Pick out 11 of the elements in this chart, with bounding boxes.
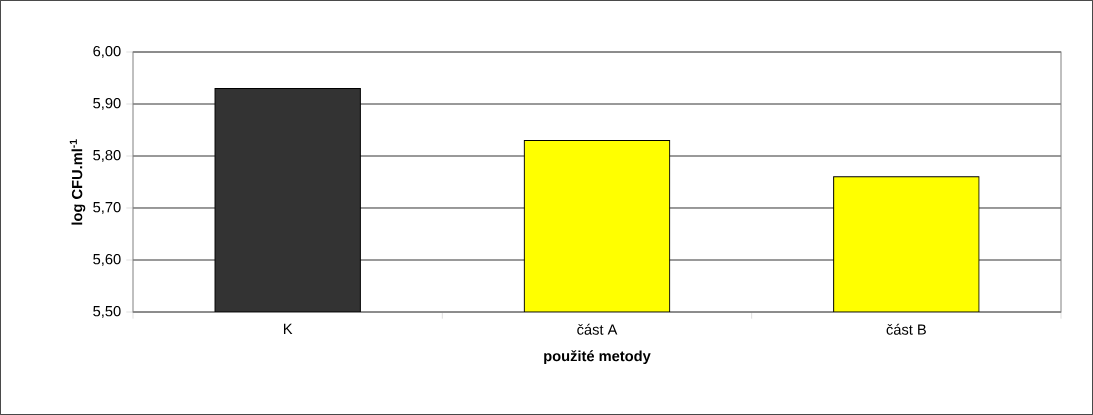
y-tick-label: 5,70 — [93, 201, 121, 215]
y-tick-label: 5,80 — [93, 149, 121, 163]
y-tick-label: 5,90 — [93, 97, 121, 111]
x-tick-label: část A — [577, 323, 618, 335]
y-tick-label: 5,50 — [93, 305, 121, 319]
y-axis-title: log CFU.ml$^{-1}$ — [69, 139, 86, 225]
x-axis-title: použité metody — [544, 350, 651, 365]
x-tick-label: K — [283, 323, 293, 334]
y-tick-label: 5,60 — [93, 253, 121, 267]
y-tick-label: 6,00 — [93, 45, 121, 59]
x-tick-label: část B — [886, 323, 926, 335]
